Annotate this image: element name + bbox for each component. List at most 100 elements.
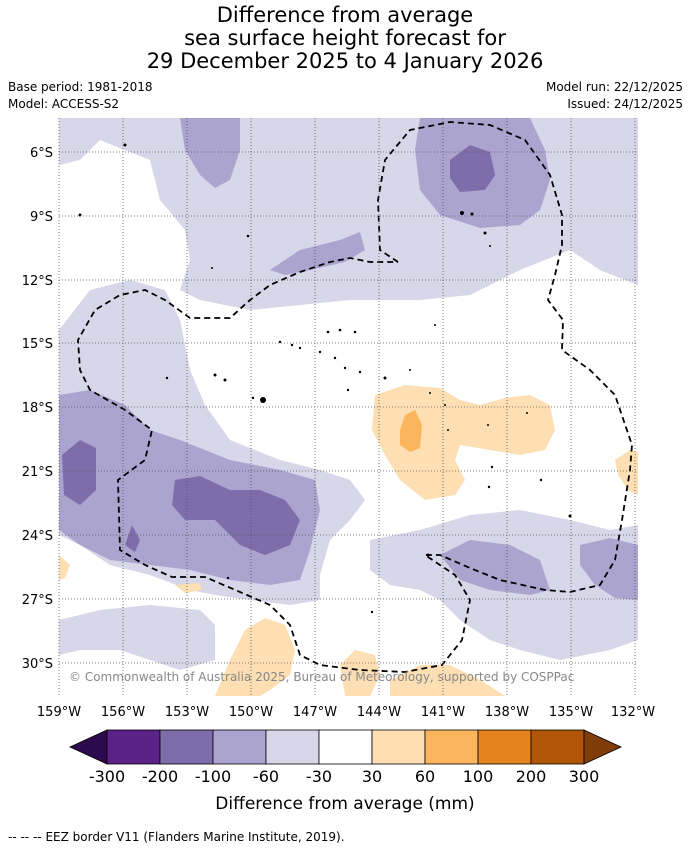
island bbox=[251, 396, 255, 400]
island bbox=[353, 330, 357, 334]
colorbar-swatch bbox=[530, 729, 585, 765]
lon-label: 135°W bbox=[549, 705, 593, 720]
copyright-text: © Commonwealth of Australia 2025, Bureau… bbox=[69, 670, 574, 684]
anomaly-contour-neg-weak-nw bbox=[59, 118, 100, 165]
colorbar-tick-label: 200 bbox=[516, 767, 547, 786]
anomaly-contour-pos-weak-south-1 bbox=[215, 618, 295, 696]
lat-label: 12°S bbox=[22, 274, 53, 289]
anomaly-contour-neg-moderate-se-1 bbox=[440, 540, 550, 595]
colorbar-swatch bbox=[477, 729, 532, 765]
island bbox=[370, 610, 374, 614]
lon-label: 150°W bbox=[229, 705, 273, 720]
island bbox=[326, 330, 330, 334]
lon-label: 156°W bbox=[101, 705, 145, 720]
island bbox=[346, 388, 350, 392]
colorbar-tick-label: 30 bbox=[362, 767, 382, 786]
islands bbox=[78, 143, 572, 614]
island bbox=[490, 465, 494, 469]
island bbox=[213, 373, 217, 377]
colorbar-under-arrow bbox=[69, 729, 108, 765]
colorbar-tick-label: -300 bbox=[89, 767, 125, 786]
colorbar-swatch bbox=[424, 729, 479, 765]
lon-label: 144°W bbox=[357, 705, 401, 720]
model-run-text: Model run: 22/12/2025 bbox=[545, 80, 683, 94]
title-line-3: 29 December 2025 to 4 January 2026 bbox=[146, 49, 544, 73]
colorbar-tick-label: -30 bbox=[306, 767, 332, 786]
island bbox=[298, 346, 302, 350]
island bbox=[409, 369, 411, 371]
eez-legend-symbol: -- -- -- bbox=[8, 830, 42, 844]
island bbox=[123, 143, 127, 147]
title-line-2: sea surface height forecast for bbox=[184, 26, 506, 50]
colorbar-tick-label: 100 bbox=[463, 767, 494, 786]
island bbox=[260, 397, 266, 403]
colorbar-tick-label: -60 bbox=[253, 767, 279, 786]
colorbar-swatch bbox=[265, 729, 320, 765]
anomaly-contour-neg-weak-right bbox=[575, 118, 638, 285]
lat-label: 21°S bbox=[22, 465, 53, 480]
anomaly-contour-pos-weak-south-3 bbox=[390, 665, 505, 696]
lat-label: 9°S bbox=[30, 210, 53, 225]
base-period-text: Base period: 1981-2018 bbox=[8, 80, 153, 94]
colorbar-swatch bbox=[106, 729, 161, 765]
lon-label: 138°W bbox=[485, 705, 529, 720]
anomaly-contour-pos-weak-south-2 bbox=[340, 650, 380, 696]
island bbox=[211, 267, 213, 269]
island bbox=[343, 366, 347, 370]
island bbox=[470, 212, 474, 216]
island bbox=[539, 478, 543, 482]
island bbox=[226, 576, 230, 580]
island bbox=[460, 211, 464, 215]
issued-text: Issued: 24/12/2025 bbox=[567, 97, 683, 111]
eez-border-line bbox=[77, 121, 633, 673]
island bbox=[487, 424, 489, 426]
island bbox=[487, 485, 491, 489]
island bbox=[333, 356, 337, 360]
colorbar-tick-label: -200 bbox=[142, 767, 178, 786]
island bbox=[358, 370, 362, 374]
island bbox=[165, 376, 169, 380]
lon-label: 132°W bbox=[611, 705, 655, 720]
lat-label: 27°S bbox=[22, 593, 53, 608]
colorbar-tick-label: 60 bbox=[415, 767, 435, 786]
colorbar-swatch bbox=[318, 729, 373, 765]
island bbox=[246, 234, 250, 238]
gridlines bbox=[58, 118, 638, 696]
island bbox=[383, 376, 387, 380]
anomaly-contour-neg-strong-central bbox=[172, 476, 300, 555]
anomaly-contour-pos-weak-east bbox=[615, 450, 638, 495]
island bbox=[318, 350, 322, 354]
anomaly-contour-pos-moderate-central bbox=[400, 410, 422, 452]
island bbox=[483, 231, 487, 235]
anomaly-contour-neg-moderate-band bbox=[270, 232, 365, 275]
lon-label: 159°W bbox=[37, 705, 81, 720]
anomaly-contour-neg-weak-sw bbox=[59, 605, 215, 670]
island bbox=[434, 324, 436, 326]
colorbar-label: Difference from average (mm) bbox=[215, 794, 474, 814]
island bbox=[223, 378, 227, 382]
island bbox=[568, 514, 572, 518]
footer-legend: -- -- -- EEZ border V11 (Flanders Marine… bbox=[8, 830, 345, 844]
island bbox=[426, 553, 430, 557]
lat-label: 15°S bbox=[22, 337, 53, 352]
lat-label: 24°S bbox=[22, 529, 53, 544]
island bbox=[526, 412, 528, 414]
eez-border bbox=[77, 121, 633, 673]
lon-label: 147°W bbox=[293, 705, 337, 720]
anomaly-contour-neg-moderate-north bbox=[180, 118, 240, 188]
anomaly-contour-neg-strong-ne bbox=[450, 145, 495, 192]
lat-label: 6°S bbox=[30, 146, 53, 161]
eez-legend-text: EEZ border V11 (Flanders Marine Institut… bbox=[45, 830, 345, 844]
title-line-1: Difference from average bbox=[216, 3, 474, 27]
lat-label: 18°S bbox=[22, 401, 53, 416]
anomaly-contour-pos-weak-west bbox=[59, 555, 70, 580]
anomaly-contour-pos-weak-sw bbox=[175, 583, 202, 593]
model-text: Model: ACCESS-S2 bbox=[8, 97, 120, 111]
colorbar-swatch bbox=[212, 729, 267, 765]
colorbar-swatch bbox=[159, 729, 214, 765]
island bbox=[429, 392, 431, 394]
island bbox=[290, 343, 294, 347]
island bbox=[489, 245, 491, 247]
anomaly-contour-neg-moderate-se-2 bbox=[580, 538, 638, 600]
